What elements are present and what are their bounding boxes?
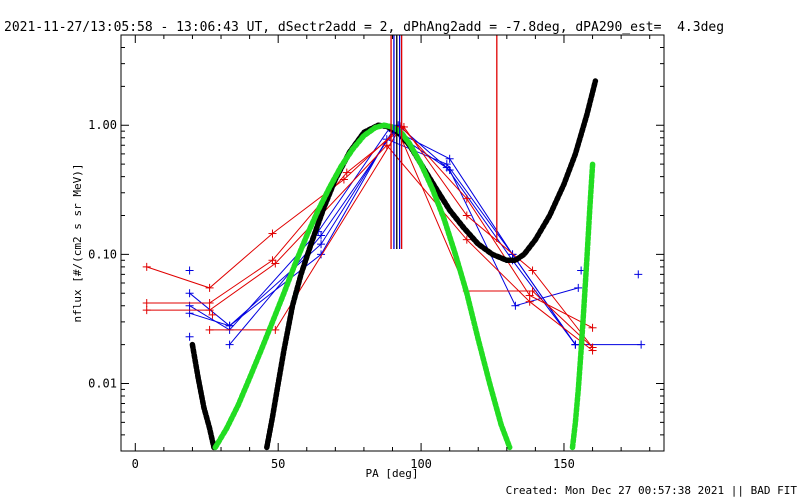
series-12-fit-curve: [212, 122, 513, 451]
y-tick-label-2: 1.00: [88, 118, 117, 132]
y-axis-label: nflux [#/(cm2 s sr MeV)]: [71, 164, 84, 323]
series-0-line: [189, 130, 579, 327]
data-layer: [142, 78, 646, 451]
y-tick-label-1: 0.10: [88, 247, 117, 261]
series-8-line: [209, 130, 593, 348]
series-0: [185, 127, 583, 330]
series-10: [189, 341, 217, 451]
series-2: [185, 135, 580, 349]
x-tick-label-1: 50: [271, 457, 285, 471]
x-axis-label: PA [deg]: [366, 467, 419, 480]
series-13: [569, 161, 596, 451]
series-1: [185, 124, 580, 349]
created-footer: Created: Mon Dec 27 00:57:38 2021 || BAD…: [506, 484, 798, 497]
series-12: [212, 122, 513, 451]
x-tick-label-2: 100: [410, 457, 432, 471]
x-tick-label-3: 150: [553, 457, 575, 471]
series-2-line: [189, 138, 576, 345]
series-5: [142, 122, 597, 332]
chart-title: 2021-11-27/13:05:58 - 13:06:43 UT, dSect…: [4, 20, 724, 35]
series-7: [142, 141, 597, 355]
y-tick-label-0: 0.01: [88, 376, 117, 390]
axis-layer: 0 50 100 150 0.01 0.10 1.00: [88, 34, 664, 471]
vertical-marker-layer: [390, 35, 498, 250]
series-13-fit-curve: [569, 161, 596, 451]
series-9: [208, 310, 217, 319]
series-10-fit-curve: [189, 341, 217, 451]
x-tick-label-0: 0: [132, 457, 139, 471]
series-6-line: [146, 126, 593, 348]
series-3: [225, 121, 646, 349]
series-5-line: [146, 125, 593, 329]
